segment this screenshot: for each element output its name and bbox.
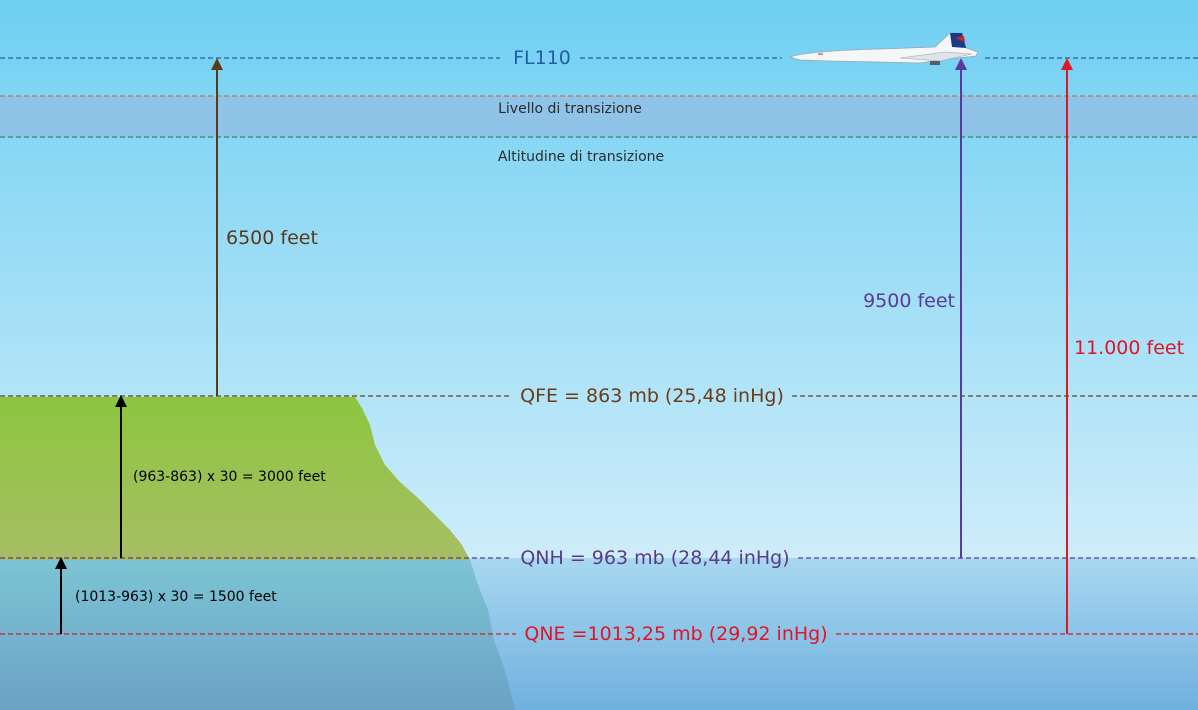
qnh-label: QNH = 963 mb (28,44 inHg) [520, 547, 789, 569]
qne-to-fl110-label: 11.000 feet [1074, 337, 1184, 359]
qne-to-qnh-label: (1013-963) x 30 = 1500 feet [75, 589, 277, 605]
qne-label: QNE =1013,25 mb (29,92 inHg) [524, 623, 827, 645]
qfe-to-fl110-label: 6500 feet [226, 227, 318, 249]
transition-altitude-label: Altitudine di transizione [498, 149, 664, 165]
sea-shelf [0, 560, 515, 710]
qnh-to-qfe-label: (963-863) x 30 = 3000 feet [133, 469, 326, 485]
transition-band [0, 96, 1198, 137]
qnh-to-fl110-label: 9500 feet [863, 290, 955, 312]
fl110-label: FL110 [513, 47, 571, 69]
qfe-label: QFE = 863 mb (25,48 inHg) [520, 385, 784, 407]
transition-level-label: Livello di transizione [498, 101, 642, 117]
ground-plateau [0, 397, 470, 560]
concorde-aircraft-icon [788, 32, 979, 65]
